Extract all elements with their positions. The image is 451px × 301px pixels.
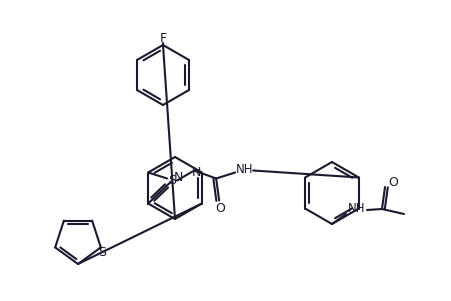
- Text: N: N: [174, 171, 183, 184]
- Text: NH: NH: [235, 163, 253, 176]
- Text: O: O: [388, 175, 398, 188]
- Text: F: F: [160, 32, 166, 45]
- Text: O: O: [215, 202, 225, 215]
- Text: NH: NH: [348, 203, 366, 216]
- Text: S: S: [98, 246, 106, 259]
- Text: N: N: [192, 166, 202, 179]
- Text: S: S: [168, 174, 176, 187]
